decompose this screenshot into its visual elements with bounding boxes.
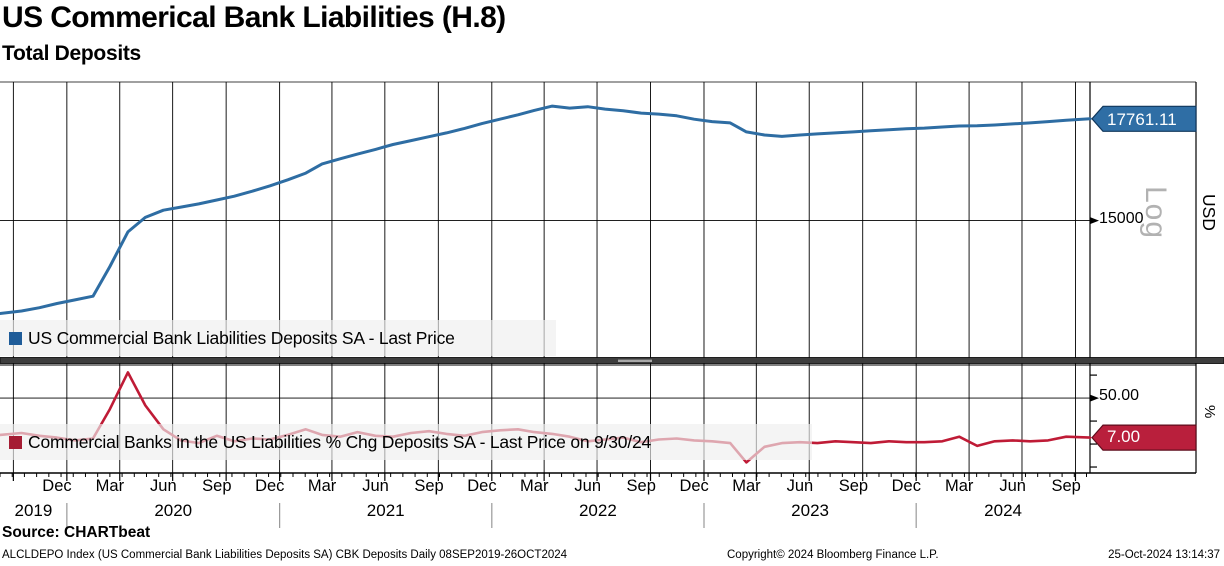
x-axis-month-label: Jun: [786, 477, 814, 495]
blue-series-swatch-icon: [9, 331, 22, 345]
panel-divider: [0, 357, 1224, 364]
x-axis-month-label: Mar: [95, 477, 125, 495]
last-price-tag-top[interactable]: 17761.11: [1107, 110, 1177, 129]
tick-arrow-15000: [1090, 217, 1099, 225]
x-axis-month-label: Mar: [307, 477, 337, 495]
x-axis-year-label: 2021: [366, 501, 405, 520]
x-axis-month-label: Dec: [42, 477, 72, 495]
y-axis-unit-usd: USD: [1199, 194, 1219, 231]
y-axis-tick-50: 50.00: [1099, 387, 1140, 404]
timestamp: 25-Oct-2024 13:14:37: [1108, 549, 1220, 561]
x-axis-month-label: Sep: [414, 477, 444, 495]
price-tag-top[interactable]: [1091, 105, 1197, 132]
page-subtitle: Total Deposits: [2, 42, 141, 65]
page-title: US Commerical Bank Liabilities (H.8): [2, 1, 506, 34]
legend-top-series[interactable]: US Commercial Bank Liabilities Deposits …: [0, 320, 556, 356]
copyright-notice: Copyright© 2024 Bloomberg Finance L.P.: [727, 549, 939, 561]
x-axis-year-label: 2023: [791, 501, 829, 520]
x-axis-month-label: Sep: [838, 477, 869, 495]
legend-top-label: US Commercial Bank Liabilities Deposits …: [28, 327, 455, 348]
x-axis-month-label: Jun: [999, 477, 1026, 495]
x-axis-month-label: Jun: [574, 477, 602, 495]
x-axis-year-label: 2024: [984, 501, 1022, 520]
y-axis-unit-percent: %: [1201, 405, 1218, 419]
last-price-tag-bottom[interactable]: 7.00: [1107, 427, 1141, 446]
legend-bottom-series[interactable]: Commercial Banks in the US Liabilities %…: [0, 424, 812, 460]
panel-divider-handle[interactable]: [618, 359, 652, 362]
price-tag-bottom[interactable]: [1091, 424, 1197, 451]
x-axis-month-label: Dec: [891, 477, 921, 495]
x-axis-month-label: Sep: [626, 477, 656, 495]
x-axis-month-label: Mar: [520, 477, 549, 495]
x-axis-month-label: Sep: [1051, 477, 1081, 495]
x-axis-year-label: 2022: [578, 501, 617, 520]
x-axis-month-label: Dec: [255, 477, 285, 495]
y-axis-tick-15000: 15000: [1099, 210, 1144, 227]
log-scale-watermark: Log: [1139, 186, 1172, 240]
red-series-swatch-icon: [9, 435, 22, 449]
x-axis-month-label: Mar: [944, 477, 974, 495]
x-axis-month-label: Sep: [202, 477, 232, 495]
x-axis-year-label: 2019: [14, 501, 53, 520]
x-axis-month-label: Mar: [732, 477, 761, 495]
tick-arrow-50: [1090, 394, 1099, 402]
source-label: Source: CHARTbeat: [2, 524, 151, 541]
ticker-description: ALCLDEPO Index (US Commercial Bank Liabi…: [2, 549, 568, 561]
x-axis-month-label: Jun: [362, 477, 389, 495]
x-axis-month-label: Jun: [150, 477, 177, 495]
legend-bottom-label: Commercial Banks in the US Liabilities %…: [28, 431, 652, 452]
x-axis-month-label: Dec: [467, 477, 497, 495]
x-axis-month-label: Dec: [679, 477, 709, 495]
x-axis-year-label: 2020: [154, 501, 193, 520]
deposits-line-series: [0, 104, 1092, 315]
